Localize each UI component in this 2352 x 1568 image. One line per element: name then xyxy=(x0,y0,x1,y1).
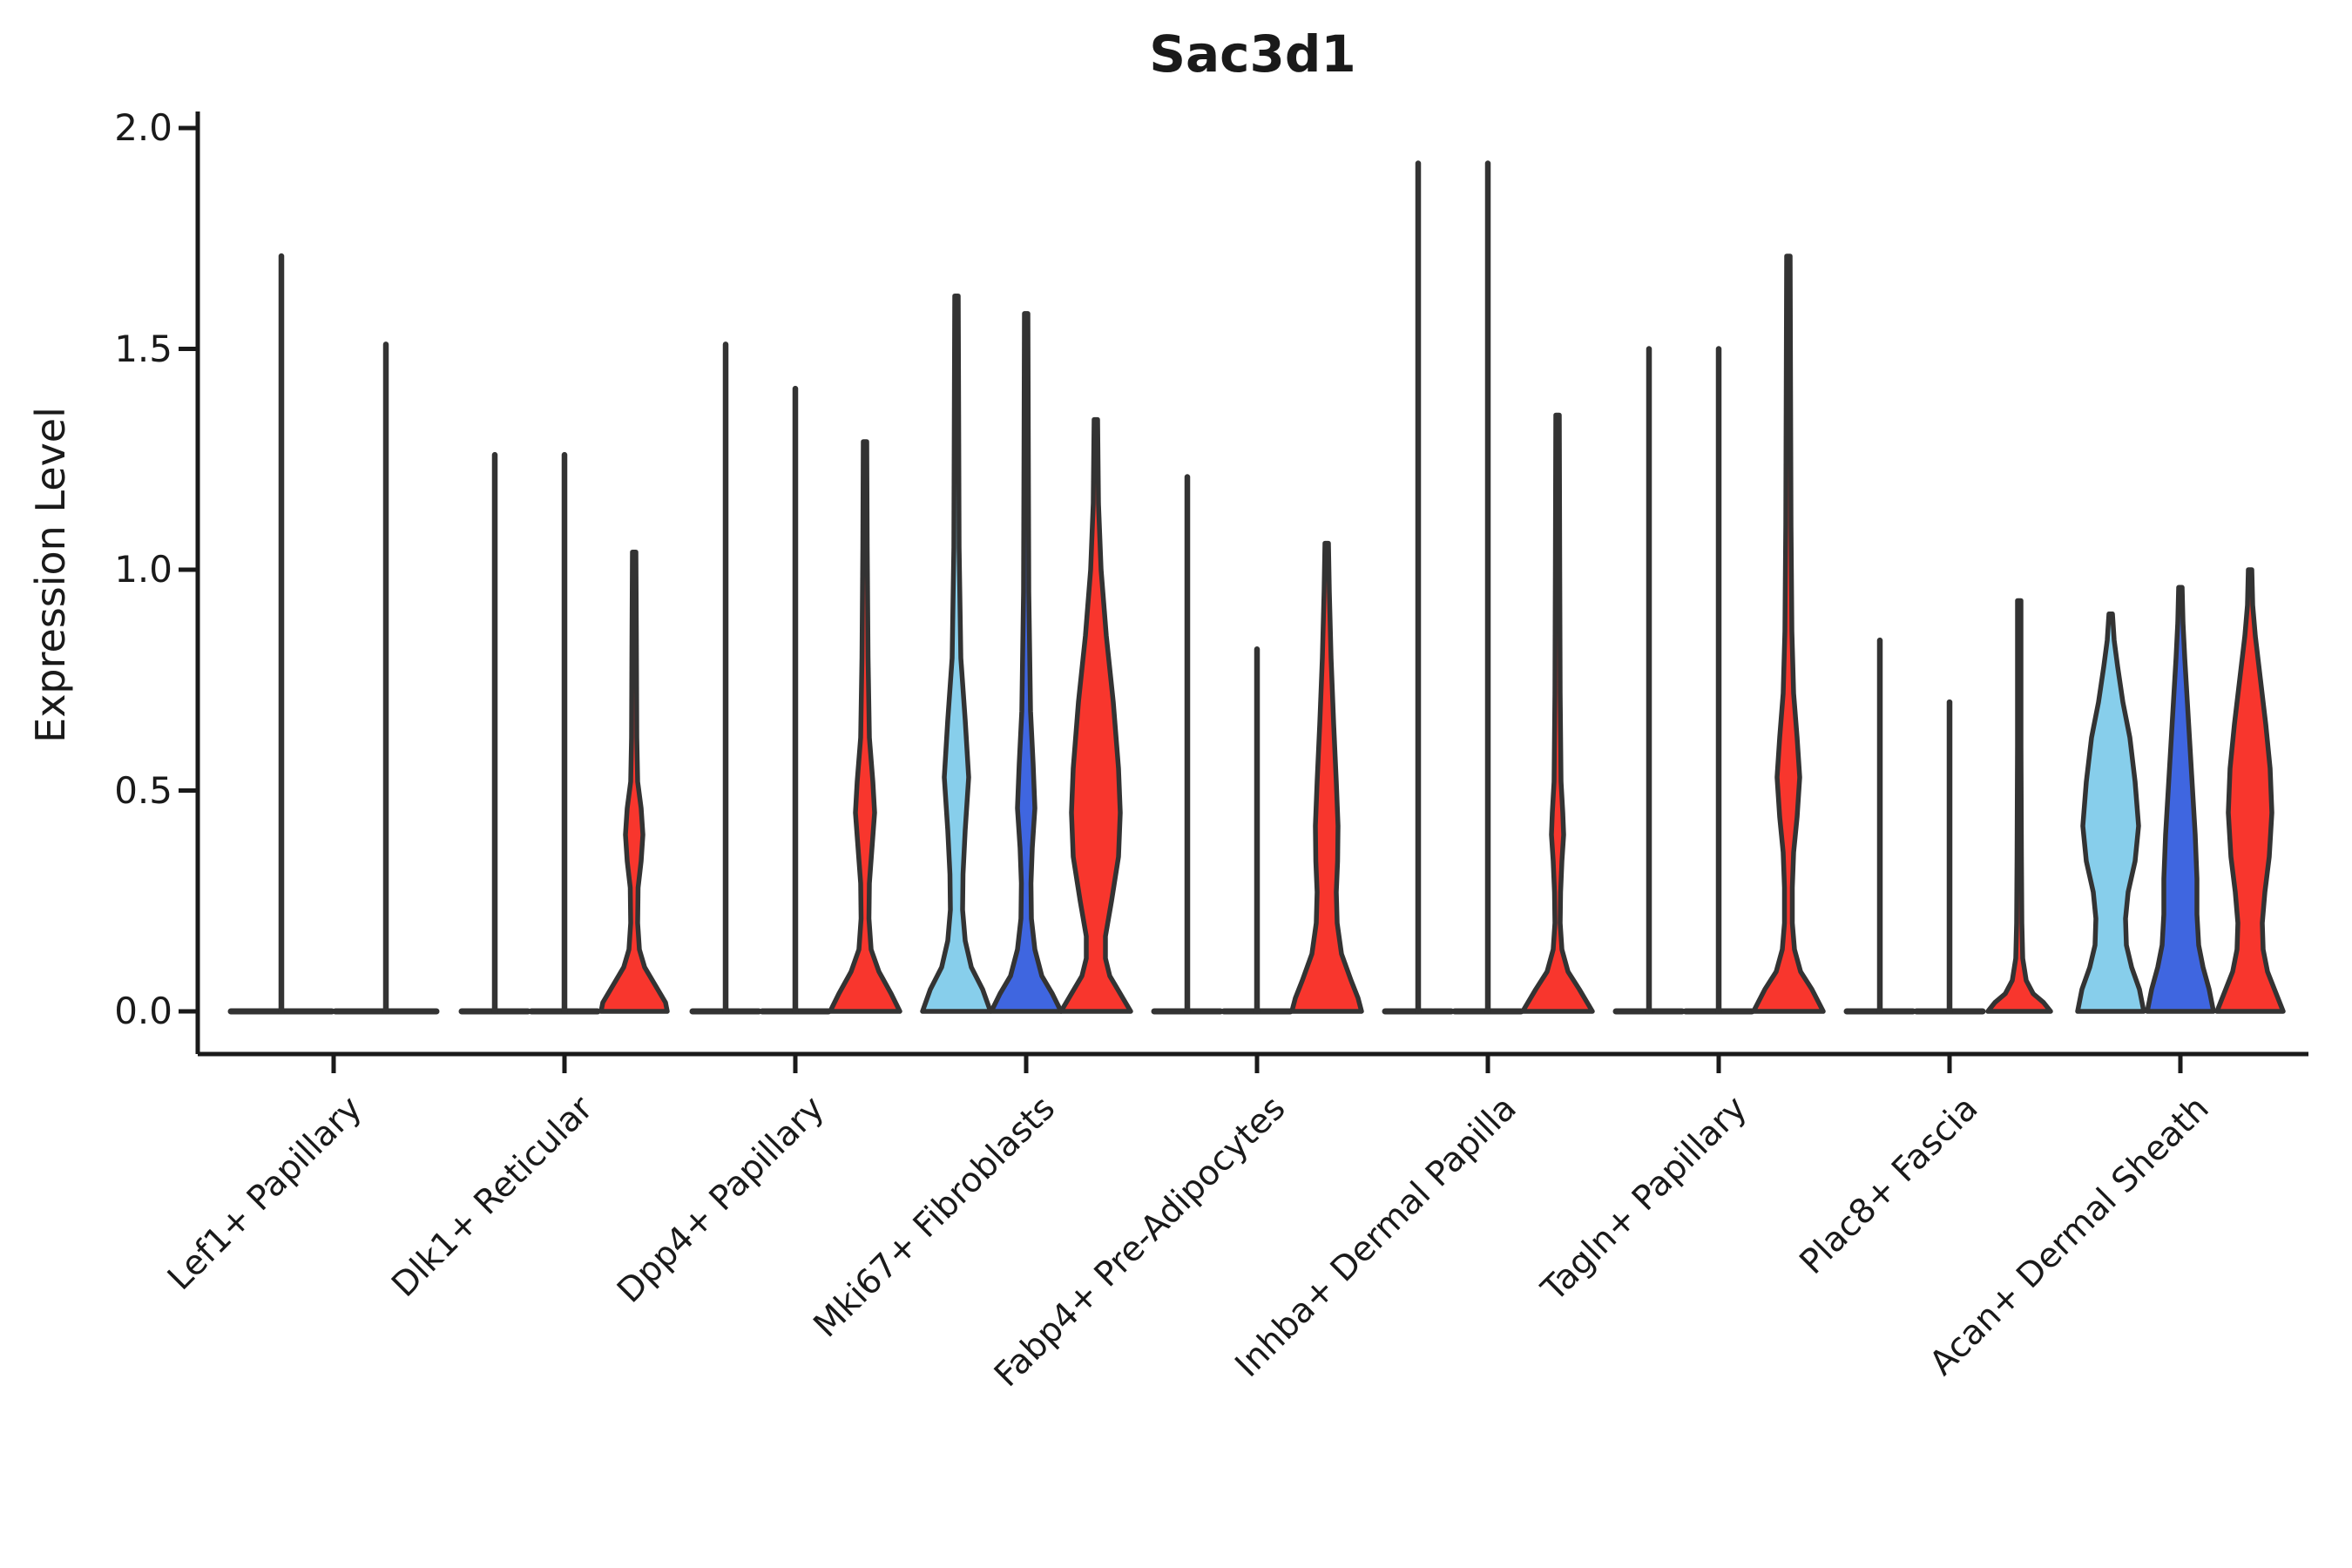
violin-fabp4-pre-adipocytes-series3 xyxy=(1289,540,1364,1014)
violin-acan-dermal-sheath-series1 xyxy=(2075,611,2146,1014)
violin-acan-dermal-sheath-series3 xyxy=(2214,567,2286,1014)
violin-tagln-papillary-series3 xyxy=(1751,253,1826,1014)
y-tick-label-1.0: 1.0 xyxy=(114,548,172,591)
violin-dlk1-reticular-series3 xyxy=(598,549,670,1014)
y-tick-label-0.5: 0.5 xyxy=(114,768,172,812)
violin-mki67-fibroblasts-series2 xyxy=(989,311,1064,1014)
violin-mki67-fibroblasts-series3 xyxy=(1058,416,1133,1014)
y-tick-label-2.0: 2.0 xyxy=(114,106,172,149)
y-tick-label-0.0: 0.0 xyxy=(114,990,172,1032)
violin-plac8-fascia-series3 xyxy=(1985,598,2053,1014)
chart-title: Sac3d1 xyxy=(1149,24,1356,84)
y-axis-label: Expression Level xyxy=(27,407,74,743)
violin-mki67-fibroblasts-series1 xyxy=(920,293,993,1014)
violin-dpp4-papillary-series3 xyxy=(828,439,902,1014)
violin-inhba-dermal-papilla-series3 xyxy=(1520,412,1595,1014)
violin-acan-dermal-sheath-series2 xyxy=(2145,585,2216,1014)
y-tick-label-1.5: 1.5 xyxy=(114,327,172,370)
